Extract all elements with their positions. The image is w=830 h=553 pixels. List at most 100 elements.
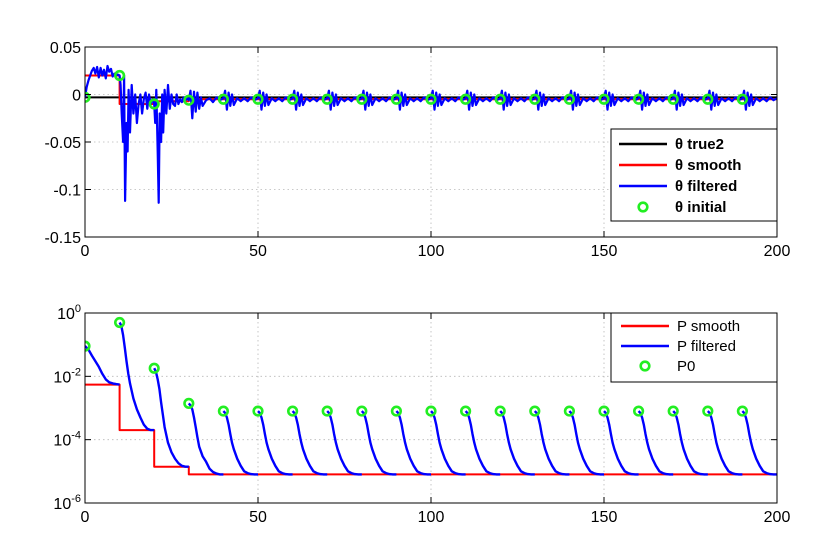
bottom-ticks: 0 50 100 150 200 100 10-2 10-4 10-6 <box>53 303 790 526</box>
top-series <box>85 64 777 204</box>
bottom-ytick-label-1: 10-2 <box>53 366 81 386</box>
bottom-series-p0-point-11 <box>460 405 472 417</box>
top-series-initial-point-8 <box>356 93 368 105</box>
top-series-initial-point-1 <box>113 69 126 82</box>
top-series-initial-point-3 <box>183 94 195 106</box>
bottom-series-p0-point-5 <box>252 405 264 417</box>
bottom-series-p-filtered-segment-13 <box>533 410 570 476</box>
bottom-series-p0-point-8 <box>356 405 368 417</box>
bottom-series-p0-point-15 <box>598 405 610 417</box>
top-ytick-label-0: 0.05 <box>50 40 81 57</box>
bottom-panel-p: 0 50 100 150 200 100 10-2 10-4 10-6 P smooth P fi… <box>53 303 790 526</box>
bottom-ytick-label-2: 10-4 <box>53 430 81 450</box>
bottom-series-p0-point-10 <box>425 405 437 417</box>
bottom-series-p0-point-4 <box>217 405 229 417</box>
top-legend-smooth-label: θ smooth <box>675 157 741 174</box>
bottom-legend-p0-label: P0 <box>677 358 695 375</box>
bottom-xtick-label-2: 100 <box>418 509 445 526</box>
bottom-series-p0-point-17 <box>667 405 679 417</box>
bottom-series-p-filtered-segment-17 <box>672 410 708 476</box>
bottom-series-p-filtered-segment-2 <box>153 367 189 468</box>
bottom-xtick-label-3: 150 <box>591 509 618 526</box>
bottom-series-p-filtered-segment-19 <box>741 410 777 476</box>
bottom-series-p-filtered-segment-0 <box>85 345 120 386</box>
top-xtick-label-0: 0 <box>81 243 90 260</box>
bottom-legend-p-filtered-label: P filtered <box>677 338 736 355</box>
bottom-series-p0-markers <box>85 316 749 417</box>
top-ytick-label-2: -0.05 <box>45 135 82 152</box>
bottom-legend-p-smooth-label: P smooth <box>677 318 740 335</box>
top-legend-initial-label: θ initial <box>675 199 726 216</box>
top-legend-filtered-label: θ filtered <box>675 178 737 195</box>
top-series-initial-point-0 <box>85 91 91 103</box>
bottom-series-p-filtered-segment-4 <box>222 410 258 476</box>
top-series-initial-point-12 <box>494 93 506 105</box>
bottom-series-p0-point-2 <box>148 362 160 374</box>
bottom-series-p-filtered-segment-5 <box>257 410 293 476</box>
top-series-initial-point-14 <box>563 93 576 105</box>
bottom-series-p-filtered-segment-8 <box>360 410 397 476</box>
top-series-initial-point-10 <box>425 93 437 105</box>
bottom-series-p0-point-16 <box>632 405 645 417</box>
top-series-initial-point-7 <box>321 93 333 105</box>
bottom-series-p-filtered-segment-3 <box>187 402 224 476</box>
top-series-initial-point-16 <box>632 93 645 105</box>
bottom-series-p-filtered-segment-11 <box>464 410 501 476</box>
bottom-series-p-filtered-segment-1 <box>118 321 155 432</box>
bottom-series-p-filtered-segment-10 <box>430 410 466 476</box>
top-series-initial-markers <box>85 69 749 110</box>
top-series-initial-point-5 <box>252 93 264 105</box>
bottom-series-p0-point-6 <box>287 405 299 417</box>
top-xtick-label-4: 200 <box>764 243 791 260</box>
bottom-series-p0-point-3 <box>183 397 195 409</box>
bottom-ytick-label-3: 10-6 <box>53 493 81 513</box>
bottom-series-p-filtered-segment-7 <box>326 410 362 476</box>
bottom-ytick-label-0: 100 <box>57 303 81 323</box>
bottom-series-p0-point-12 <box>494 405 506 417</box>
bottom-series-p0-point-0 <box>85 340 91 352</box>
bottom-series-p0-point-19 <box>736 405 749 417</box>
bottom-xtick-label-0: 0 <box>81 509 90 526</box>
bottom-legend-p0-swatch <box>639 360 651 372</box>
top-series-initial-point-9 <box>390 93 403 105</box>
top-series-initial-point-6 <box>287 93 299 105</box>
bottom-series-p0-point-14 <box>563 405 576 417</box>
bottom-series-p-filtered <box>85 321 777 476</box>
bottom-series-p0-point-18 <box>702 405 714 417</box>
bottom-series-p0-point-9 <box>390 405 403 417</box>
bottom-series-p-filtered-segment-18 <box>706 410 743 476</box>
bottom-series-p-filtered-segment-12 <box>499 410 535 476</box>
bottom-xtick-label-4: 200 <box>764 509 791 526</box>
top-series-initial-point-13 <box>529 93 541 105</box>
bottom-series-p-filtered-segment-16 <box>637 410 674 476</box>
top-legend-true2-label: θ true2 <box>675 136 724 153</box>
bottom-xtick-label-1: 50 <box>249 509 267 526</box>
bottom-legend-box <box>610 312 778 383</box>
top-series-initial-point-2 <box>148 98 160 110</box>
top-series-initial-point-11 <box>460 93 472 105</box>
bottom-series-p-filtered-segment-9 <box>395 410 431 476</box>
top-series-initial-point-4 <box>217 93 229 105</box>
top-series-initial-point-18 <box>702 93 714 105</box>
bottom-series-p0-point-7 <box>321 405 333 417</box>
top-legend-initial-swatch <box>637 201 649 213</box>
top-ytick-label-3: -0.1 <box>53 183 81 200</box>
bottom-series-p0-point-13 <box>529 405 541 417</box>
top-series-initial-point-19 <box>736 93 749 105</box>
bottom-series <box>85 316 777 476</box>
top-ytick-label-4: -0.15 <box>45 230 82 247</box>
bottom-legend: P smooth P filtered P0 <box>610 312 778 383</box>
bottom-series-p-filtered-segment-14 <box>568 410 604 476</box>
top-xtick-label-1: 50 <box>249 243 267 260</box>
top-xtick-label-3: 150 <box>591 243 618 260</box>
bottom-series-p-filtered-segment-6 <box>291 410 328 476</box>
top-ytick-label-1: 0 <box>72 88 81 105</box>
top-series-initial-point-17 <box>667 93 679 105</box>
top-xtick-label-2: 100 <box>418 243 445 260</box>
bottom-series-p0-point-1 <box>113 316 126 329</box>
bottom-series-p-smooth-line <box>85 383 777 476</box>
top-ticks: 0 50 100 150 200 0.05 0 -0.05 -0.1 -0.15 <box>45 40 791 260</box>
top-legend: θ true2 θ smooth θ filtered θ initial <box>610 128 778 222</box>
